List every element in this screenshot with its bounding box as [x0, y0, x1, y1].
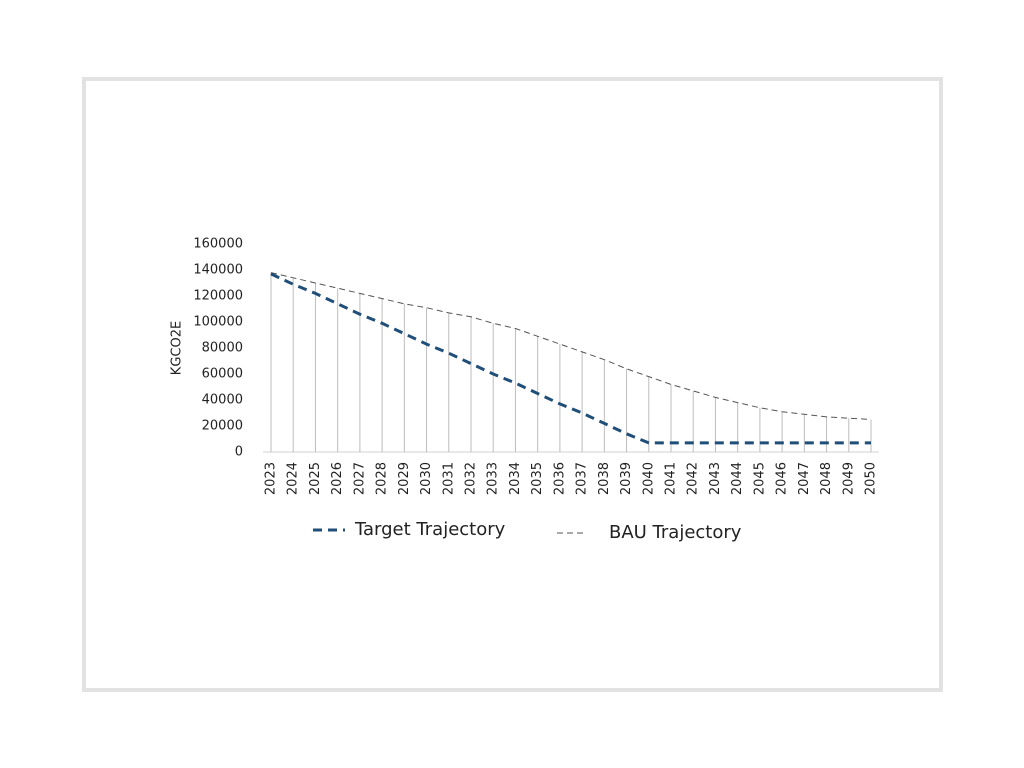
x-tick-label: 2049 [841, 462, 856, 495]
y-tick-label: 40000 [202, 393, 243, 408]
y-tick-label: 20000 [202, 419, 243, 434]
x-tick-label: 2040 [641, 462, 656, 495]
x-tick-label: 2036 [552, 462, 567, 495]
x-tick-label: 2038 [597, 462, 612, 495]
y-tick-label: 140000 [193, 263, 243, 278]
x-tick-label: 2026 [330, 462, 345, 495]
legend-label: Target Trajectory [354, 519, 506, 540]
x-tick-label: 2041 [664, 462, 679, 495]
x-tick-label: 2037 [575, 462, 590, 495]
series-line [270, 272, 872, 420]
x-tick-label: 2031 [441, 462, 456, 495]
y-tick-label: 100000 [193, 315, 243, 330]
y-tick-label: 160000 [193, 237, 243, 252]
x-tick-label: 2047 [797, 462, 812, 495]
y-tick-label: 120000 [193, 289, 243, 304]
x-tick-label: 2025 [308, 462, 323, 495]
x-tick-label: 2050 [864, 462, 879, 495]
x-tick-label: 2030 [419, 462, 434, 495]
x-tick-label: 2023 [264, 462, 279, 495]
x-tick-label: 2035 [530, 462, 545, 495]
x-tick-label: 2027 [352, 462, 367, 495]
x-tick-label: 2048 [819, 462, 834, 495]
legend-label: BAU Trajectory [609, 522, 742, 543]
y-tick-label: 0 [235, 445, 243, 460]
x-tick-label: 2034 [508, 462, 523, 495]
series-line [270, 272, 871, 445]
x-tick-label: 2028 [375, 462, 390, 495]
x-tick-label: 2033 [486, 462, 501, 495]
chart-frame [82, 77, 943, 692]
x-tick-label: 2043 [708, 462, 723, 495]
x-tick-label: 2046 [775, 462, 790, 495]
x-tick-label: 2039 [619, 462, 634, 495]
y-tick-label: 80000 [202, 341, 243, 356]
x-tick-label: 2029 [397, 462, 412, 495]
x-tick-label: 2042 [686, 462, 701, 495]
x-tick-label: 2024 [286, 462, 301, 495]
y-axis-label: KGCO2E [170, 321, 185, 375]
x-tick-label: 2045 [752, 462, 767, 495]
y-tick-label: 60000 [202, 367, 243, 382]
x-tick-label: 2044 [730, 462, 745, 495]
x-tick-label: 2032 [464, 462, 479, 495]
